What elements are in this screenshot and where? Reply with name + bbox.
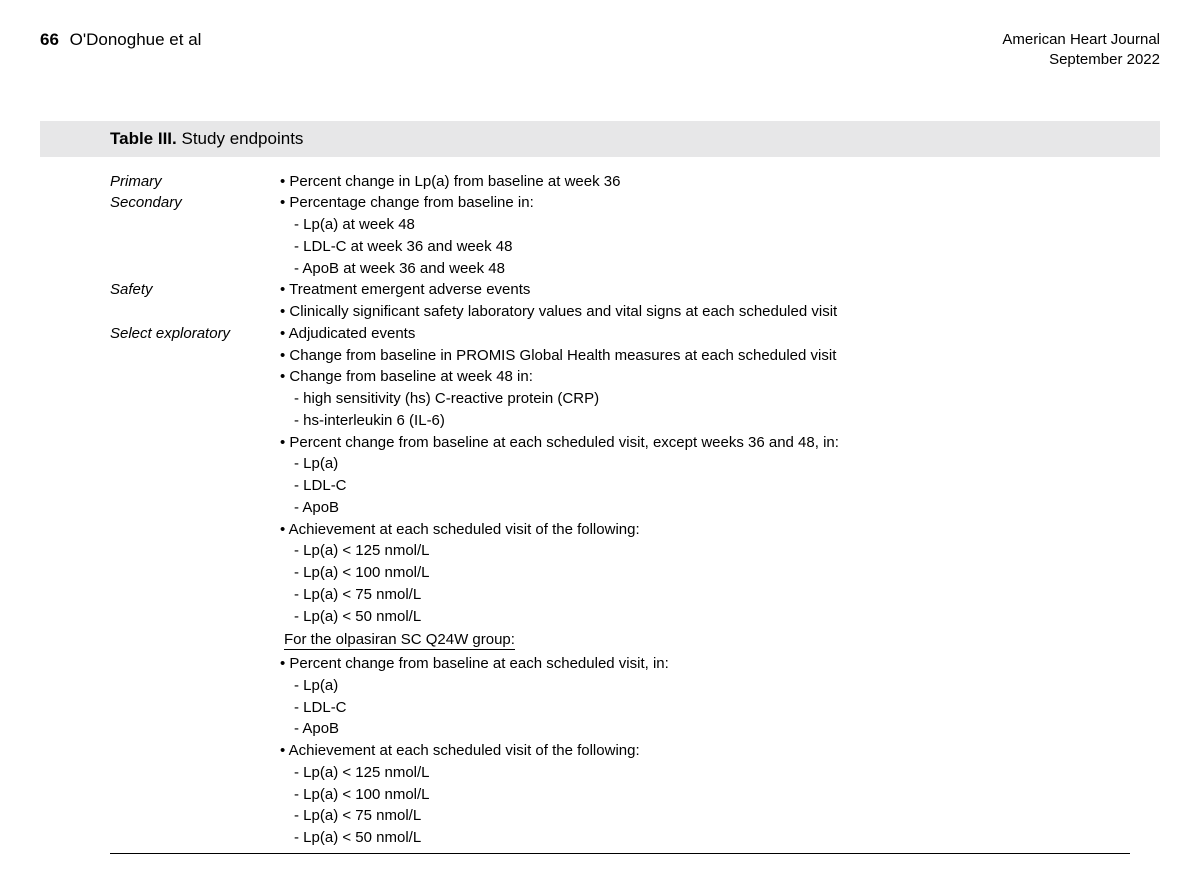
sub-item: Lp(a) < 125 nmol/L (280, 762, 1130, 784)
bullet-item: Change from baseline at week 48 in: (280, 366, 1130, 388)
safety-label: Safety (110, 279, 270, 323)
table-title-bar: Table III. Study endpoints (40, 121, 1160, 157)
authors: O'Donoghue et al (70, 30, 202, 49)
primary-label: Primary (110, 171, 270, 193)
endpoints-grid: Primary Percent change in Lp(a) from bas… (110, 171, 1130, 849)
sub-item: LDL-C (280, 697, 1130, 719)
sub-item: Lp(a) < 125 nmol/L (280, 540, 1130, 562)
sub-item: hs-interleukin 6 (IL-6) (280, 410, 1130, 432)
sub-item: LDL-C at week 36 and week 48 (280, 236, 1130, 258)
sub-item: ApoB (280, 718, 1130, 740)
sub-item: Lp(a) < 75 nmol/L (280, 584, 1130, 606)
safety-items: Treatment emergent adverse events Clinic… (280, 279, 1130, 323)
sub-item: Lp(a) < 100 nmol/L (280, 562, 1130, 584)
sub-item: Lp(a) < 100 nmol/L (280, 784, 1130, 806)
bullet-item: Treatment emergent adverse events (280, 279, 1130, 301)
bullet-item: Adjudicated events (280, 323, 1130, 345)
exploratory-label: Select exploratory (110, 323, 270, 849)
table-end-rule (110, 853, 1130, 854)
table-label: Table III. (110, 129, 177, 148)
sub-item: Lp(a) at week 48 (280, 214, 1130, 236)
header-left: 66 O'Donoghue et al (40, 30, 201, 50)
primary-items: Percent change in Lp(a) from baseline at… (280, 171, 1130, 193)
sub-item: Lp(a) (280, 675, 1130, 697)
page-number: 66 (40, 30, 59, 49)
sub-item: Lp(a) (280, 453, 1130, 475)
bullet-item: Achievement at each scheduled visit of t… (280, 740, 1130, 762)
sub-item: LDL-C (280, 475, 1130, 497)
sub-item: ApoB at week 36 and week 48 (280, 258, 1130, 280)
sub-item: Lp(a) < 50 nmol/L (280, 606, 1130, 628)
secondary-label: Secondary (110, 192, 270, 279)
table-title: Study endpoints (182, 129, 304, 148)
bullet-item: Change from baseline in PROMIS Global He… (280, 345, 1130, 367)
bullet-item: Percentage change from baseline in: (280, 192, 1130, 214)
exploratory-items: Adjudicated events Change from baseline … (280, 323, 1130, 849)
journal-name: American Heart Journal (1002, 30, 1160, 50)
bullet-item: Percent change from baseline at each sch… (280, 653, 1130, 675)
sub-item: Lp(a) < 75 nmol/L (280, 805, 1130, 827)
bullet-item: Clinically significant safety laboratory… (280, 301, 1130, 323)
group-heading: For the olpasiran SC Q24W group: (280, 629, 1130, 651)
bullet-item: Achievement at each scheduled visit of t… (280, 519, 1130, 541)
sub-item: Lp(a) < 50 nmol/L (280, 827, 1130, 849)
issue-date: September 2022 (1002, 50, 1160, 70)
sub-item: high sensitivity (hs) C-reactive protein… (280, 388, 1130, 410)
bullet-item: Percent change in Lp(a) from baseline at… (280, 171, 1130, 193)
header-right: American Heart Journal September 2022 (1002, 30, 1160, 71)
bullet-item: Percent change from baseline at each sch… (280, 432, 1130, 454)
page-header: 66 O'Donoghue et al American Heart Journ… (40, 30, 1160, 71)
sub-item: ApoB (280, 497, 1130, 519)
secondary-items: Percentage change from baseline in: Lp(a… (280, 192, 1130, 279)
